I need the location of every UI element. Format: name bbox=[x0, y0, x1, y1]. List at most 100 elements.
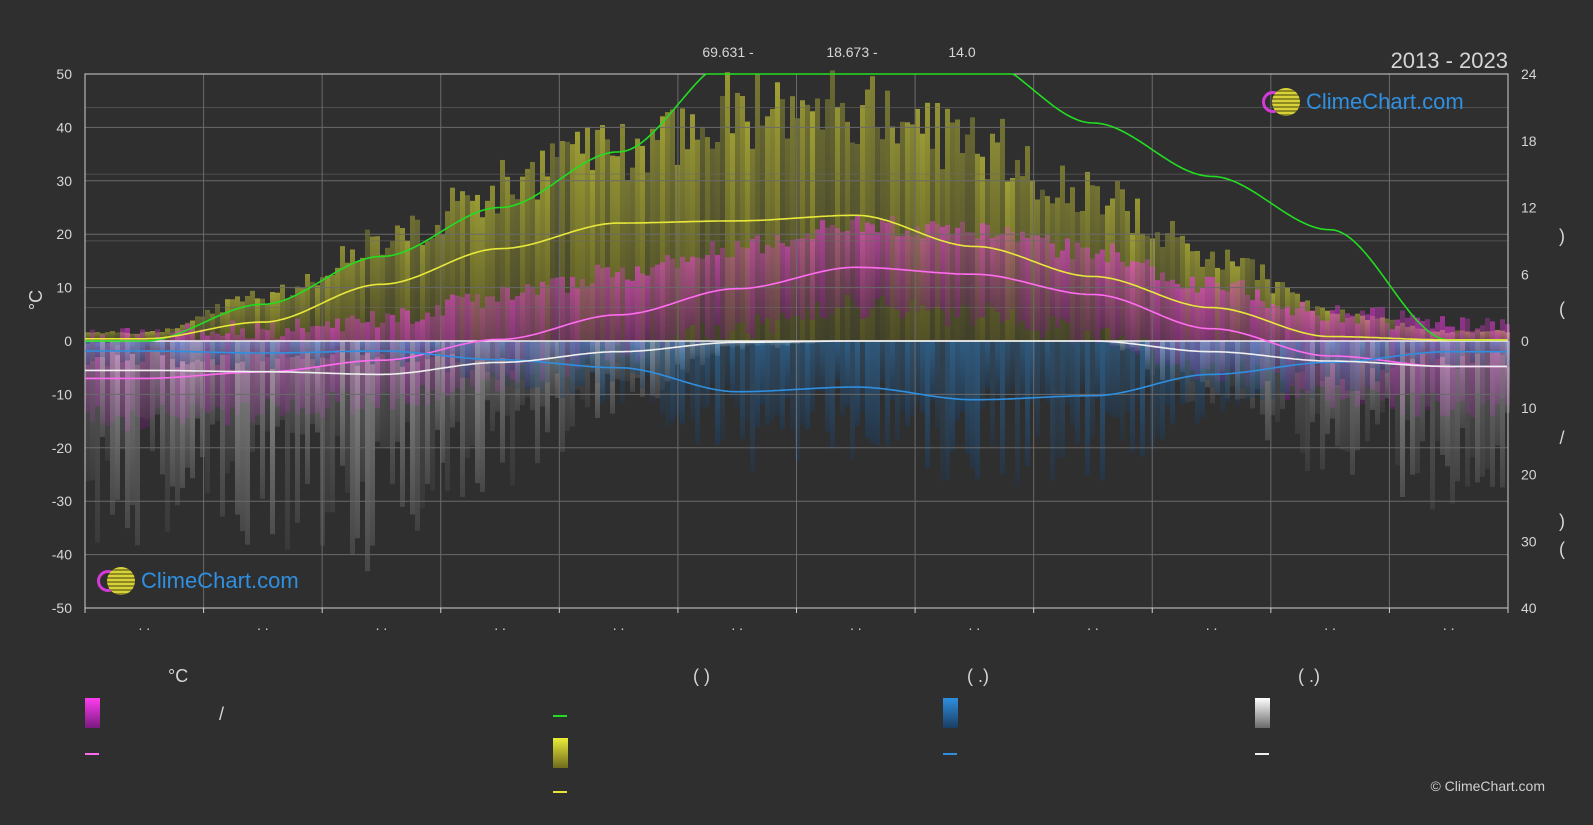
rain-band-mark bbox=[470, 341, 475, 371]
rain-band-mark bbox=[1435, 341, 1440, 359]
sunshine-band-mark bbox=[720, 96, 725, 342]
rain-band-mark bbox=[1305, 341, 1310, 391]
temperature-band-mark bbox=[515, 296, 520, 383]
sunshine-band-mark bbox=[270, 292, 275, 341]
temperature-band-mark bbox=[1130, 261, 1135, 352]
rain-band-mark bbox=[565, 341, 570, 361]
rain-band-mark bbox=[480, 341, 485, 359]
sunshine-band-mark bbox=[920, 133, 925, 341]
temperature-band-mark bbox=[635, 266, 640, 363]
rain-band-mark bbox=[690, 341, 695, 421]
sunshine-band-mark bbox=[285, 298, 290, 341]
snow-band-mark bbox=[325, 341, 330, 513]
snow-band-mark bbox=[1485, 341, 1490, 469]
rain-band-mark bbox=[515, 341, 520, 389]
rain-band-mark bbox=[490, 341, 495, 377]
rain-band-mark bbox=[715, 341, 720, 445]
temperature-band-mark bbox=[1010, 231, 1015, 310]
temperature-band-mark bbox=[1255, 289, 1260, 366]
temperature-band-mark bbox=[890, 215, 895, 309]
rain-band-mark bbox=[825, 341, 830, 432]
temperature-band-mark bbox=[805, 233, 810, 310]
rain-band-mark bbox=[760, 341, 765, 405]
sunshine-band-mark bbox=[280, 284, 285, 341]
rain-band-mark bbox=[1415, 341, 1420, 365]
snow-band-mark bbox=[205, 341, 210, 494]
left-tick-label: 20 bbox=[56, 226, 72, 242]
rain-band-mark bbox=[1485, 341, 1490, 354]
temperature-band-mark bbox=[700, 258, 705, 323]
sunshine-band-mark bbox=[405, 240, 410, 341]
sunshine-band-mark bbox=[250, 290, 255, 341]
snow-band-mark bbox=[1295, 341, 1300, 435]
snow-band-mark bbox=[265, 341, 270, 432]
temperature-band-mark bbox=[1075, 242, 1080, 342]
temperature-band-mark bbox=[845, 230, 850, 295]
snow-band-mark bbox=[1425, 341, 1430, 407]
temperature-band-mark bbox=[620, 267, 625, 358]
rain-band-mark bbox=[1195, 341, 1200, 424]
rain-band-mark bbox=[710, 341, 715, 384]
sunshine-band-mark bbox=[515, 199, 520, 341]
rain-band-mark bbox=[775, 341, 780, 416]
snow-band-mark bbox=[360, 341, 365, 482]
sunshine-band-mark bbox=[665, 112, 670, 341]
legend-temperature-heading: °C bbox=[168, 666, 189, 686]
snow-band-mark bbox=[140, 341, 145, 418]
climechart-logo-top[interactable]: ClimeChart.com bbox=[1262, 88, 1464, 116]
snow-band-mark bbox=[1350, 341, 1355, 475]
sunshine-band-mark bbox=[770, 108, 775, 341]
rain-band-mark bbox=[995, 341, 1000, 396]
rain-band-mark bbox=[105, 341, 110, 366]
rain-band-mark bbox=[635, 341, 640, 375]
sunshine-band-mark bbox=[535, 199, 540, 341]
snow-band-mark bbox=[230, 341, 235, 462]
sunshine-band-mark bbox=[105, 332, 110, 341]
rain-band-mark bbox=[930, 341, 935, 401]
sunshine-band-mark bbox=[150, 331, 155, 341]
rain-band-mark bbox=[1405, 341, 1410, 353]
sunshine-band-mark bbox=[480, 217, 485, 341]
snow-band-mark bbox=[290, 341, 295, 433]
rain-band-mark bbox=[800, 341, 805, 425]
sunshine-band-mark bbox=[520, 176, 525, 341]
rain-band-mark bbox=[1045, 341, 1050, 402]
right-axis-label-glyph: ( bbox=[1559, 299, 1565, 319]
rain-band-mark bbox=[415, 341, 420, 362]
temperature-band-mark bbox=[505, 287, 510, 376]
temperature-band-mark bbox=[1220, 289, 1225, 382]
sunshine-band-mark bbox=[260, 298, 265, 341]
sunshine-band-mark bbox=[935, 103, 940, 342]
sunshine-band-mark bbox=[635, 138, 640, 341]
rain-band-mark bbox=[1220, 341, 1225, 414]
snow-band-mark bbox=[1355, 341, 1360, 451]
temp_mean-line bbox=[85, 266, 1507, 380]
sunshine-band-mark bbox=[330, 275, 335, 341]
rain-band-mark bbox=[785, 341, 790, 399]
temperature-band-mark bbox=[710, 241, 715, 345]
rain-band-mark bbox=[1180, 341, 1185, 405]
rain-band-mark bbox=[1425, 341, 1430, 352]
snow-band-mark bbox=[1325, 341, 1330, 435]
temperature-band-mark bbox=[720, 247, 725, 339]
rain-band-mark bbox=[1125, 341, 1130, 414]
rain-band-mark bbox=[960, 341, 965, 412]
rain-band-mark bbox=[990, 341, 995, 447]
sunshine-band-mark bbox=[455, 200, 460, 341]
temperature-band-mark bbox=[975, 238, 980, 319]
temperature-band-mark bbox=[825, 227, 830, 320]
sunshine-band-mark bbox=[110, 331, 115, 341]
temperature-band-mark bbox=[910, 236, 915, 300]
snow-band-mark bbox=[95, 341, 100, 543]
logo-sun-icon bbox=[107, 567, 135, 595]
temperature-band-mark bbox=[580, 278, 585, 358]
rain-band-mark bbox=[1020, 341, 1025, 400]
climate-bands bbox=[85, 70, 1510, 572]
climechart-logo-bottom[interactable]: ClimeChart.com bbox=[97, 567, 299, 595]
snow-band-mark bbox=[165, 341, 170, 532]
rain-band-mark bbox=[145, 341, 150, 350]
rain-band-mark bbox=[130, 341, 135, 354]
temperature-band-mark bbox=[770, 247, 775, 333]
sunshine-band-mark bbox=[595, 129, 600, 341]
rain-band-mark bbox=[250, 341, 255, 352]
